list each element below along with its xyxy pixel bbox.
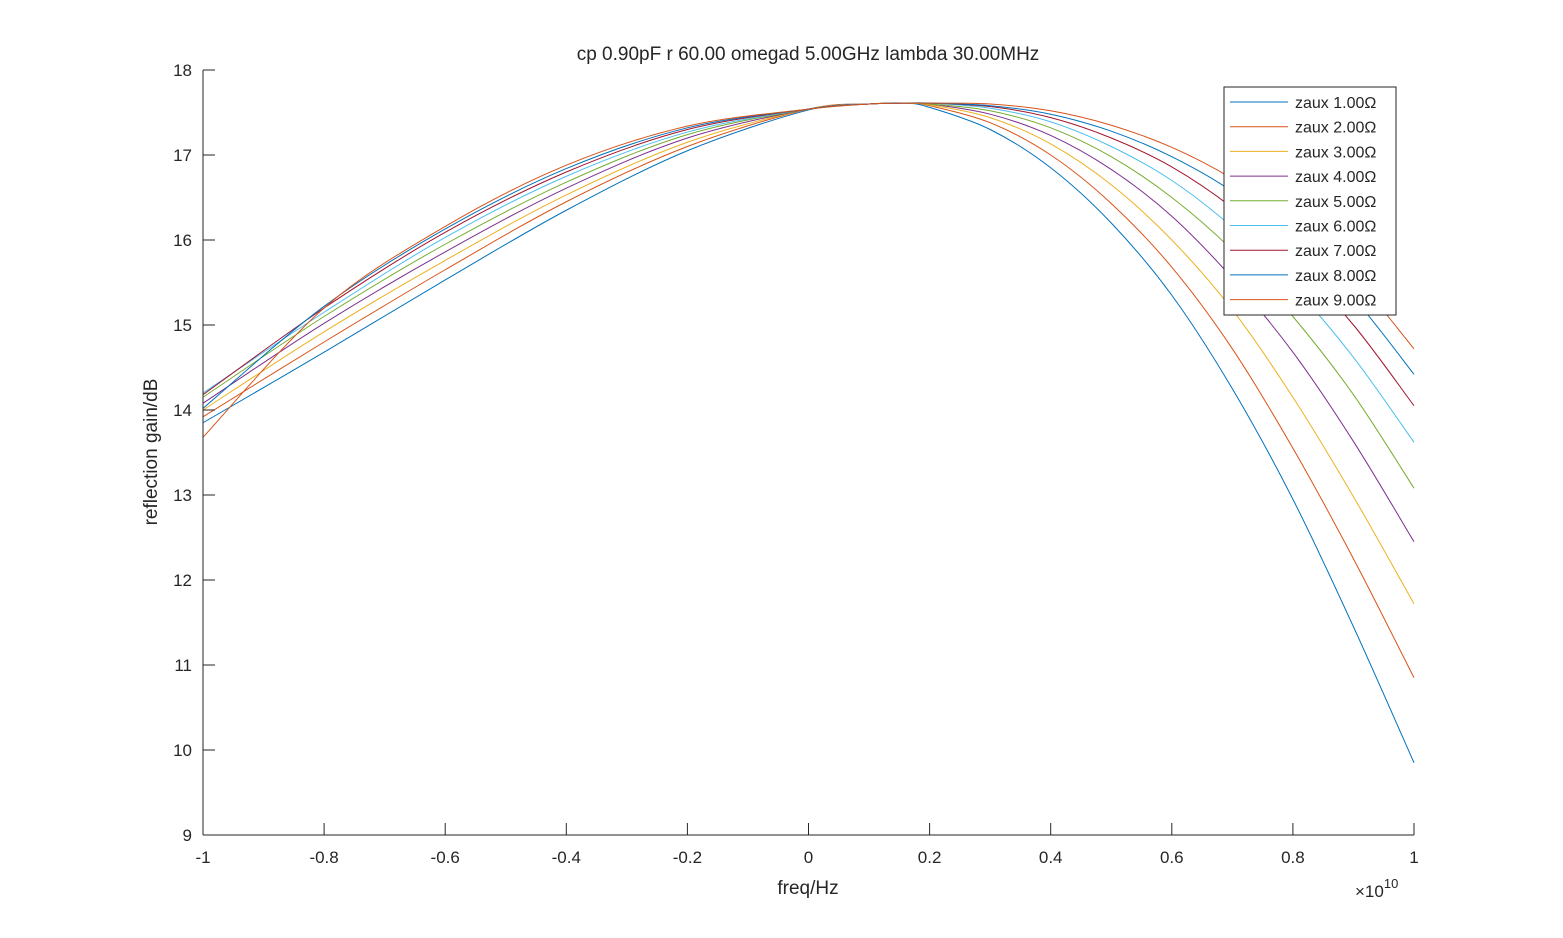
x-tick-label: 0.8 <box>1281 848 1305 867</box>
legend-label: zaux 2.00Ω <box>1295 120 1376 137</box>
x-exponent-power: 10 <box>1384 876 1398 891</box>
y-tick-label: 11 <box>174 656 192 675</box>
legend-label: zaux 4.00Ω <box>1295 169 1376 186</box>
x-tick-label: 1 <box>1409 848 1418 867</box>
legend-label: zaux 1.00Ω <box>1295 95 1376 112</box>
y-tick-label: 12 <box>173 571 192 590</box>
axes-layer: -1 -0.8 -0.6 -0.4 -0.2 0 0.2 0.4 0.6 0.8 1 9 10 11 12 1… <box>173 61 1419 867</box>
y-tick-label: 9 <box>183 826 192 845</box>
y-tick-label: 10 <box>173 741 192 760</box>
x-tick-label: 0.6 <box>1160 848 1184 867</box>
legend-label: zaux 5.00Ω <box>1295 194 1376 211</box>
y-tick-label: 17 <box>173 146 192 165</box>
x-tick-label: -0.2 <box>673 848 702 867</box>
x-tick-label: -1 <box>195 848 210 867</box>
y-tick-label: 14 <box>173 401 192 420</box>
x-tick-label: -0.6 <box>431 848 460 867</box>
legend-label: zaux 7.00Ω <box>1295 243 1376 260</box>
y-axis-label: reflection gain/dB <box>141 379 162 526</box>
x-tick-label: 0.4 <box>1039 848 1063 867</box>
x-exponent-base: ×10 <box>1355 882 1384 901</box>
y-tick-label: 13 <box>173 486 192 505</box>
legend-label: zaux 8.00Ω <box>1295 268 1376 285</box>
x-tick-label: -0.8 <box>309 848 338 867</box>
x-tick-label: 0.2 <box>918 848 942 867</box>
y-tick-label: 15 <box>173 316 192 335</box>
x-axis-label: freq/Hz <box>777 878 838 899</box>
x-tick-label: -0.4 <box>552 848 581 867</box>
plot-area <box>203 70 1414 835</box>
legend-label: zaux 3.00Ω <box>1295 144 1376 161</box>
plot-background <box>203 70 1414 835</box>
x-exponent-label: ×1010 <box>1355 876 1398 901</box>
x-tick-label: 0 <box>804 848 813 867</box>
y-tick-label: 16 <box>173 231 192 250</box>
series-line-1 <box>202 102 1415 763</box>
chart-title: cp 0.90pF r 60.00 omegad 5.00GHz lambda … <box>577 44 1040 65</box>
legend-label: zaux 9.00Ω <box>1295 293 1376 310</box>
legend-label: zaux 6.00Ω <box>1295 219 1376 236</box>
legend: zaux 1.00Ω zaux 2.00Ω zaux 3.00Ω zaux 4.00Ω… <box>1223 86 1397 316</box>
y-tick-label: 18 <box>173 61 192 80</box>
series-line-2 <box>202 102 1415 678</box>
